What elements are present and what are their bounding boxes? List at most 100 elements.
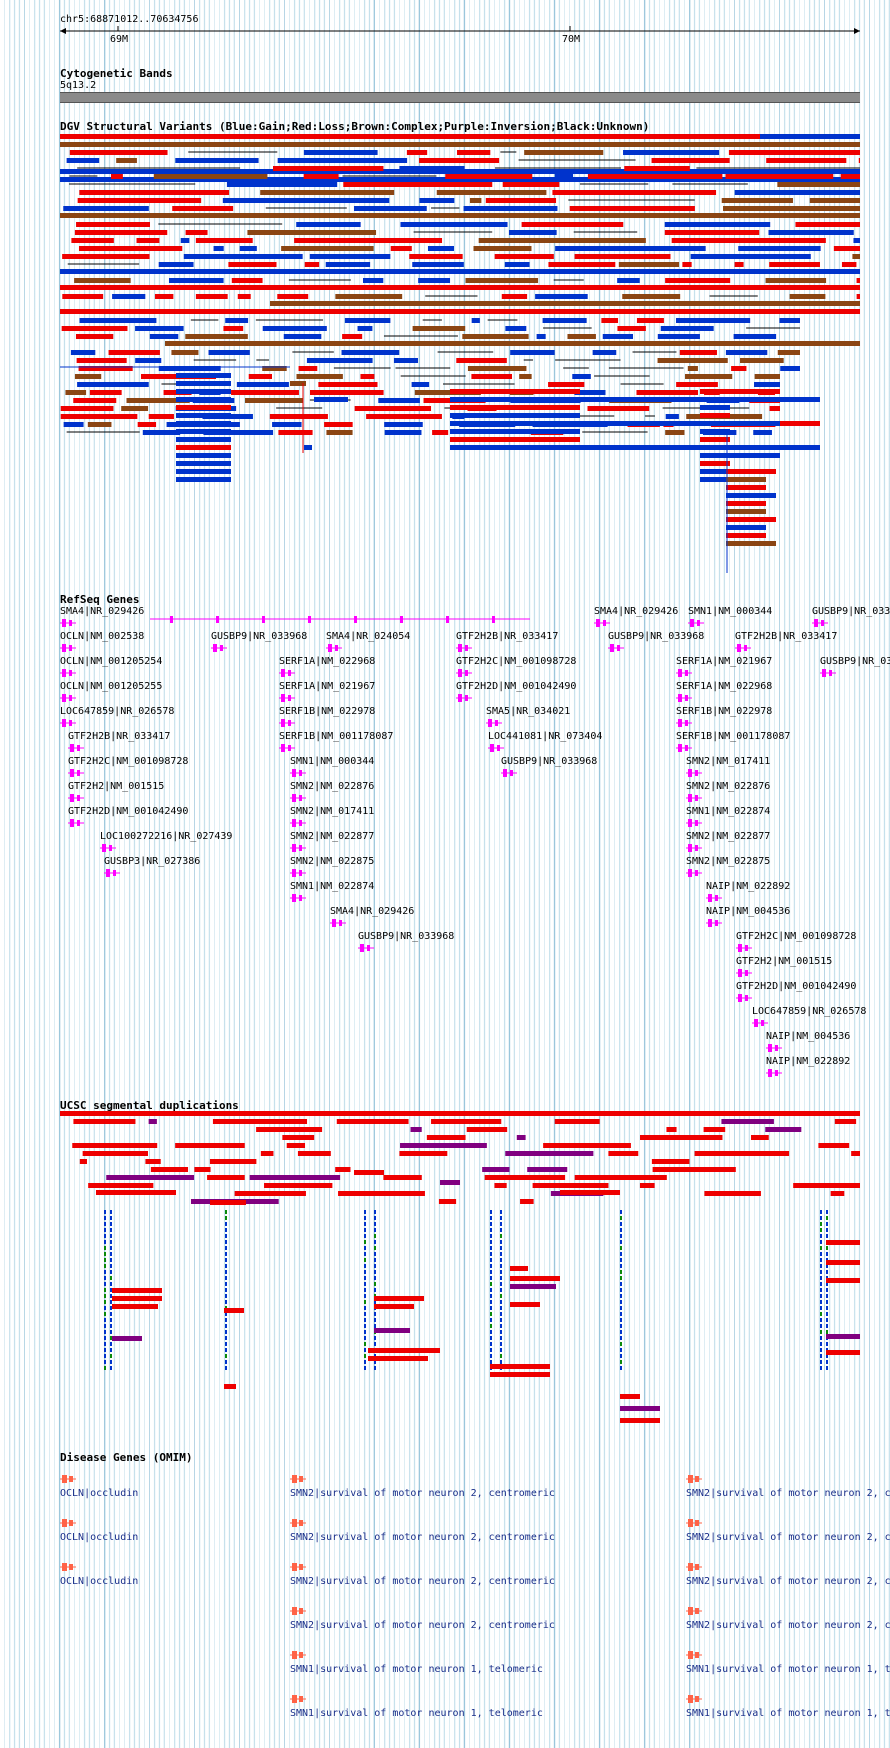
refseq-gene-exon[interactable] [299,870,302,876]
dgv-variant[interactable] [277,158,408,163]
dgv-variant[interactable] [700,477,730,482]
refseq-gene-exon[interactable] [220,645,223,651]
refseq-gene-exon[interactable] [465,670,468,676]
segdup-link[interactable] [490,1276,492,1280]
refseq-gene-exon[interactable] [678,694,682,702]
dgv-variant[interactable] [390,246,412,251]
segdup-link[interactable] [826,1360,828,1364]
segdup-feature[interactable] [431,1119,502,1124]
refseq-gene-exon[interactable] [62,669,66,677]
segdup-feature[interactable] [383,1175,422,1180]
segdup-link[interactable] [225,1312,227,1316]
dgv-variant[interactable] [700,397,730,402]
segdup-link[interactable] [225,1270,227,1274]
segdup-link[interactable] [500,1312,502,1316]
segdup-link[interactable] [225,1228,227,1232]
segdup-feature[interactable] [438,1199,457,1204]
dgv-variant[interactable] [176,381,231,386]
dgv-variant[interactable] [176,405,231,410]
refseq-gene-label[interactable]: GTF2H2|NM_001515 [68,781,165,792]
refseq-gene-exon[interactable] [695,770,698,776]
refseq-gene-exon[interactable] [465,695,468,701]
segdup-link[interactable] [364,1324,366,1328]
segdup-link[interactable] [374,1282,376,1286]
dgv-variant[interactable] [779,318,800,323]
segdup-link[interactable] [110,1264,112,1268]
dgv-variant[interactable] [602,334,634,339]
segdup-feature[interactable] [830,1191,845,1196]
segdup-link[interactable] [490,1294,492,1298]
refseq-gene-label[interactable]: GTF2H2C|NM_001098728 [456,656,577,667]
refseq-gene-exon[interactable] [775,1070,778,1076]
segdup-link[interactable] [820,1270,822,1274]
segdup-feature[interactable] [410,1127,422,1132]
segdup-link[interactable] [500,1234,502,1238]
dgv-variant[interactable] [726,541,776,546]
dgv-variant[interactable] [462,334,529,339]
refseq-gene-exon[interactable] [262,616,265,623]
refseq-gene-exon[interactable] [292,794,296,802]
segdup-link[interactable] [374,1234,376,1238]
segdup-feature[interactable] [826,1260,860,1265]
dgv-variant[interactable] [62,254,150,259]
dgv-variant[interactable] [236,382,289,387]
segdup-link[interactable] [620,1354,622,1358]
segdup-feature[interactable] [532,1183,609,1188]
segdup-link[interactable] [364,1282,366,1286]
segdup-link[interactable] [364,1264,366,1268]
segdup-link[interactable] [104,1234,106,1238]
segdup-feature[interactable] [466,1127,508,1132]
segdup-feature[interactable] [608,1151,639,1156]
dgv-variant[interactable] [158,262,194,267]
segdup-link[interactable] [826,1264,828,1268]
dgv-variant[interactable] [222,198,390,203]
omim-gene-exon[interactable] [695,1652,699,1658]
segdup-link[interactable] [374,1216,376,1220]
refseq-gene-label[interactable]: SMN2|NM_022876 [686,781,771,792]
refseq-gene-exon[interactable] [213,644,217,652]
dgv-variant[interactable] [247,230,377,235]
dgv-variant[interactable] [60,414,138,419]
dgv-variant[interactable] [412,326,466,331]
segdup-link[interactable] [104,1324,106,1328]
dgv-variant[interactable] [418,278,451,283]
segdup-feature[interactable] [666,1127,677,1132]
refseq-gene-exon[interactable] [488,719,492,727]
refseq-gene-label[interactable]: SMN2|NM_017411 [686,756,771,767]
omim-gene-exon[interactable] [69,1476,73,1482]
dgv-variant[interactable] [176,445,231,450]
segdup-link[interactable] [225,1276,227,1280]
dgv-variant[interactable] [71,238,114,243]
refseq-gene-label[interactable]: GTF2H2C|NM_001098728 [68,756,189,767]
refseq-gene-exon[interactable] [292,819,296,827]
omim-gene-exon[interactable] [695,1520,699,1526]
segdup-link[interactable] [820,1228,822,1232]
dgv-variant[interactable] [450,445,820,450]
dgv-variant[interactable] [158,366,221,371]
segdup-feature[interactable] [520,1199,534,1204]
dgv-variant[interactable] [450,421,760,426]
segdup-link[interactable] [620,1222,622,1226]
segdup-link[interactable] [364,1258,366,1262]
dgv-variant[interactable] [180,238,190,243]
dgv-variant[interactable] [505,326,527,331]
dgv-variant[interactable] [260,190,395,195]
refseq-gene-label[interactable]: SMN2|NM_022875 [686,856,771,867]
refseq-gene-label[interactable]: SMN1|NM_022874 [686,806,771,817]
dgv-variant[interactable] [304,262,320,267]
dgv-variant[interactable] [76,358,127,363]
segdup-link[interactable] [620,1306,622,1310]
segdup-link[interactable] [620,1342,622,1346]
dgv-variant[interactable] [740,358,784,363]
refseq-gene-exon[interactable] [688,794,692,802]
omim-gene-exon[interactable] [292,1519,297,1527]
segdup-link[interactable] [490,1234,492,1238]
refseq-gene-label[interactable]: SMN1|NM_000344 [688,606,773,617]
dgv-variant[interactable] [176,373,231,378]
omim-gene-exon[interactable] [292,1607,297,1615]
refseq-gene-exon[interactable] [77,770,80,776]
refseq-gene-exon[interactable] [367,945,370,951]
segdup-link[interactable] [225,1234,227,1238]
dgv-variant[interactable] [601,318,619,323]
segdup-feature[interactable] [212,1119,308,1124]
